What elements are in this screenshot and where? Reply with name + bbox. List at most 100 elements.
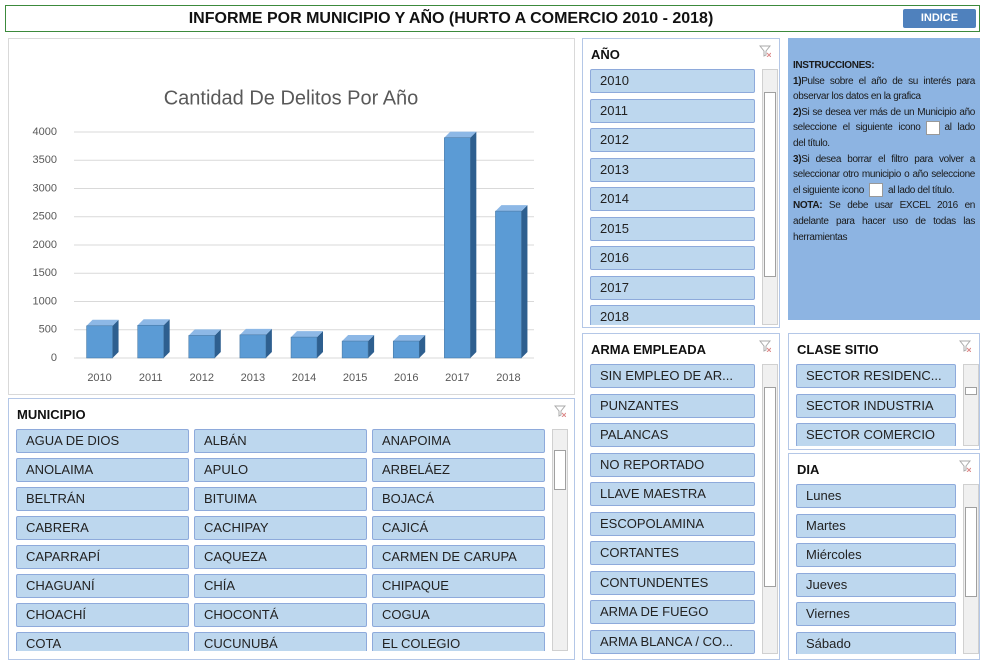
bar: [137, 324, 164, 359]
slicer-button[interactable]: CAPARRAPÍ: [16, 545, 189, 569]
scrollbar[interactable]: [552, 429, 568, 651]
y-tick-label: 3500: [33, 154, 57, 166]
slicer-button[interactable]: PUNZANTES: [590, 393, 755, 418]
clear-filter-icon[interactable]: [958, 340, 972, 353]
bar: [290, 336, 318, 359]
slicer-button[interactable]: Lunes: [796, 484, 956, 508]
slicer-button[interactable]: AGUA DE DIOS: [16, 429, 189, 453]
x-tick-label: 2015: [343, 372, 367, 384]
slicer-button[interactable]: CORTANTES: [590, 541, 755, 565]
slicer-list: SIN EMPLEO DE AR... PUNZANTES PALANCAS NO R…: [590, 364, 757, 654]
scrollbar[interactable]: [762, 364, 778, 654]
slicer-button[interactable]: ESCOPOLAMINA: [590, 511, 755, 536]
x-tick-label: 2012: [190, 372, 214, 384]
slicer-button[interactable]: 2017: [590, 275, 755, 300]
slicer-button[interactable]: PALANCAS: [590, 423, 755, 447]
slicer-list: Lunes Martes Miércoles Jueves Viernes Sábado: [796, 484, 958, 654]
chart-title: Cantidad De Delitos Por Año: [164, 87, 419, 109]
slicer-button[interactable]: Sábado: [796, 631, 956, 654]
slicer-button[interactable]: ARMA BLANCA / CO...: [590, 629, 755, 654]
bar-side: [419, 335, 426, 358]
slicer-button[interactable]: Jueves: [796, 572, 956, 597]
slicer-button[interactable]: Martes: [796, 513, 956, 538]
slicer-button[interactable]: ARMA DE FUEGO: [590, 600, 755, 624]
slicer-button[interactable]: SECTOR RESIDENC...: [796, 364, 956, 388]
slicer-button[interactable]: CHAGUANÍ: [16, 574, 189, 598]
slicer-button[interactable]: 2016: [590, 246, 755, 270]
slicer-button[interactable]: SECTOR INDUSTRIA: [796, 393, 956, 418]
instruction-step: NOTA: Se debe usar EXCEL 2016 en adelant…: [793, 198, 975, 245]
slicer-button[interactable]: CARMEN DE CARUPA: [372, 545, 545, 569]
slicer-button[interactable]: CHÍA: [194, 574, 367, 598]
bar-side: [214, 329, 221, 358]
slicer-button[interactable]: ARBELÁEZ: [372, 458, 545, 482]
step-text-after: al lado del título.: [793, 122, 975, 149]
slicer-button[interactable]: ALBÁN: [194, 429, 367, 453]
x-tick-label: 2017: [445, 372, 469, 384]
slicer-button[interactable]: 2011: [590, 98, 755, 123]
scrollbar[interactable]: [762, 69, 778, 325]
slicer-button[interactable]: CUCUNUBÁ: [194, 632, 367, 651]
clear-filter-icon[interactable]: [758, 340, 772, 353]
clear-filter-icon[interactable]: [758, 45, 772, 58]
slicer: AÑO 2010 2011 2012 2013 2014 2015 2016 2017 2018: [582, 38, 780, 328]
slicer-button[interactable]: ANAPOIMA: [372, 429, 545, 453]
bar-top: [393, 335, 426, 342]
slicer-button[interactable]: 2013: [590, 157, 755, 182]
x-tick-label: 2018: [496, 372, 520, 384]
slicer-button[interactable]: 2014: [590, 187, 755, 211]
slicer-button[interactable]: COTA: [16, 632, 189, 651]
slicer-button[interactable]: LLAVE MAESTRA: [590, 482, 755, 506]
slicer-button[interactable]: CACHIPAY: [194, 516, 367, 540]
slicer-button[interactable]: COGUA: [372, 603, 545, 627]
slicer-button[interactable]: SECTOR COMERCIO: [796, 423, 956, 446]
bar-top: [188, 329, 221, 336]
slicer-button[interactable]: Miércoles: [796, 543, 956, 567]
slicer-button[interactable]: 2010: [590, 69, 755, 93]
slicer-button[interactable]: CAQUEZA: [194, 545, 367, 569]
scroll-thumb[interactable]: [764, 92, 776, 277]
title-bar: INFORME POR MUNICIPIO Y AÑO (HURTO A COM…: [5, 5, 980, 32]
scrollbar[interactable]: [963, 484, 979, 654]
slicer-button[interactable]: CABRERA: [16, 516, 189, 540]
slicer-button[interactable]: BOJACÁ: [372, 487, 545, 511]
slicer-button[interactable]: CHOCONTÁ: [194, 603, 367, 627]
step-icon: [925, 120, 940, 135]
bar-top: [137, 319, 170, 326]
slicer-button[interactable]: 2018: [590, 305, 755, 325]
slicer-list: AGUA DE DIOS ALBÁN ANAPOIMA ANOLAIMA APULO AR…: [16, 429, 547, 651]
bar-top: [239, 328, 272, 335]
scroll-thumb[interactable]: [554, 450, 566, 490]
slicer-button[interactable]: CAJICÁ: [372, 516, 545, 540]
slicer-button[interactable]: 2015: [590, 216, 755, 241]
y-tick-label: 4000: [33, 126, 57, 138]
bar-side: [521, 205, 528, 358]
slicer-button[interactable]: 2012: [590, 128, 755, 152]
y-tick-label: 500: [39, 324, 57, 336]
slicer-button[interactable]: BITUIMA: [194, 487, 367, 511]
step-label: NOTA:: [793, 200, 823, 212]
clear-filter-icon[interactable]: [958, 460, 972, 473]
slicer-button[interactable]: CHOACHÍ: [16, 603, 189, 627]
slicer: DIA Lunes Martes Miércoles Jueves Viernes Sába…: [788, 453, 980, 660]
scroll-thumb[interactable]: [965, 387, 977, 395]
slicer-button[interactable]: Viernes: [796, 602, 956, 626]
scrollbar[interactable]: [963, 364, 979, 446]
index-button[interactable]: INDICE: [903, 9, 976, 28]
y-tick-label: 1500: [33, 267, 57, 279]
slicer-button[interactable]: APULO: [194, 458, 367, 482]
slicer-button[interactable]: CONTUNDENTES: [590, 570, 755, 595]
slicer-button[interactable]: BELTRÁN: [16, 487, 189, 511]
bar: [341, 340, 369, 359]
scroll-thumb[interactable]: [965, 507, 977, 597]
clear-filter-icon[interactable]: [553, 405, 567, 418]
slicer-button[interactable]: ANOLAIMA: [16, 458, 189, 482]
slicer-button[interactable]: NO REPORTADO: [590, 452, 755, 477]
slicer-button[interactable]: CHIPAQUE: [372, 574, 545, 598]
slicer-button[interactable]: SIN EMPLEO DE AR...: [590, 364, 755, 388]
step-text: Pulse sobre el año de su interés para ob…: [793, 75, 975, 103]
bar-top: [495, 205, 528, 212]
scroll-thumb[interactable]: [764, 387, 776, 587]
slicer-button[interactable]: EL COLEGIO: [372, 632, 545, 651]
slicer-title: ARMA EMPLEADA: [591, 342, 707, 357]
